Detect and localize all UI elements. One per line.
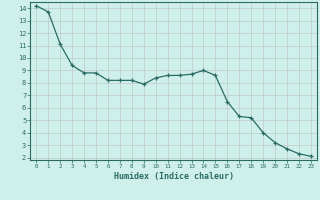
X-axis label: Humidex (Indice chaleur): Humidex (Indice chaleur) <box>114 172 234 181</box>
